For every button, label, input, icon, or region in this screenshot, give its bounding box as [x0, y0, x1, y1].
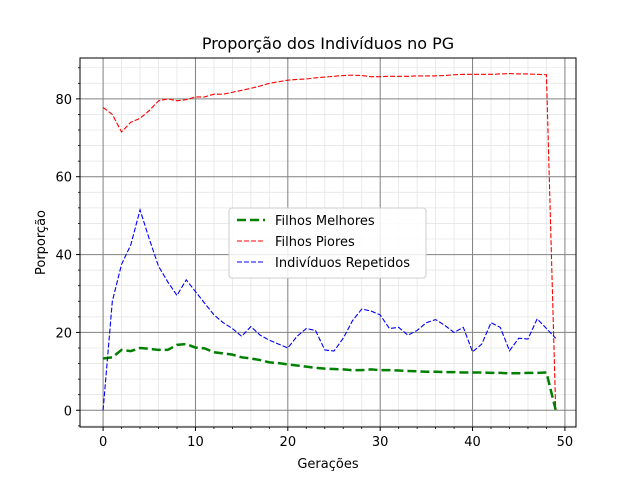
x-tick-label: 30	[372, 435, 389, 450]
x-tick-label: 10	[187, 435, 204, 450]
x-tick-label: 20	[280, 435, 297, 450]
y-tick-label: 20	[55, 326, 72, 341]
y-axis-label: Porporção	[34, 210, 49, 275]
legend: Filhos Melhores Filhos Piores Indivíduos R…	[228, 207, 427, 279]
x-tick-label: 40	[464, 435, 481, 450]
y-tick-label: 60	[55, 171, 72, 186]
plot-frame	[79, 57, 577, 428]
series-line-0	[102, 342, 557, 411]
y-tick-label: 40	[55, 249, 72, 264]
x-tick-label: 0	[99, 435, 107, 450]
axis-ticks: 0 10 20 30 40 50 0 20 40 60 80	[55, 67, 574, 450]
chart-title: Proporção dos Indivíduos no PG	[202, 34, 454, 53]
series-line-1	[102, 73, 557, 410]
x-axis-label: Gerações	[297, 457, 358, 472]
x-tick-label: 50	[557, 435, 574, 450]
legend-label-0: Filhos Melhores	[275, 214, 375, 229]
series-layer	[102, 73, 557, 411]
legend-box	[228, 207, 427, 279]
series-line-2	[102, 207, 557, 411]
y-tick-label: 0	[64, 404, 72, 419]
y-tick-label: 80	[55, 93, 72, 108]
legend-label-2: Indivíduos Repetidos	[275, 256, 410, 271]
legend-label-1: Filhos Piores	[275, 235, 355, 250]
